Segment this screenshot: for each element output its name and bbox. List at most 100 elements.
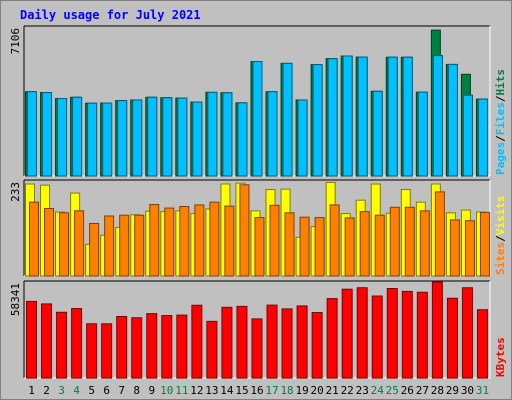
legend-hits: Hits [494,69,507,96]
bar-kbytes [161,315,173,379]
bar-sites [149,204,160,277]
bar-kbytes [371,295,383,379]
bar-sites [179,206,190,277]
bar-kbytes [146,313,158,379]
legend-kbytes: KBytes [494,337,507,377]
x-tick-label: 17 [265,384,278,397]
bar-sites [314,217,325,277]
x-tick-label: 26 [401,384,414,397]
panel-kbytes: 58341 KBytes [9,280,507,379]
bar-pages [462,94,473,177]
legend-separator: / [494,235,507,242]
bar-pages [252,61,263,177]
bar-kbytes [26,300,37,379]
bar-sites [329,204,340,277]
x-tick-label: 24 [371,384,385,397]
bar-pages [312,64,323,177]
bar-kbytes [296,305,308,379]
bar-kbytes [476,309,488,379]
bar-pages [477,98,488,177]
bar-sites [404,206,415,277]
bar-kbytes [386,287,398,379]
x-tick-label: 31 [476,384,489,397]
x-tick-label: 11 [175,384,188,397]
bar-pages [402,56,413,177]
x-tick-label: 18 [280,384,293,397]
bar-pages [417,91,428,177]
bar-kbytes [116,315,128,379]
bar-pages [132,99,143,177]
bar-sites [419,210,430,277]
bar-kbytes [131,317,143,379]
bar-sites [119,214,130,277]
panel-visits-sites: 233 Sites/Visits [9,179,507,277]
bar-sites [239,184,250,277]
bar-pages [447,63,458,177]
bar-pages [27,91,37,177]
bar-sites [284,212,295,277]
bar-sites [269,204,280,277]
x-tick-label: 2 [43,384,50,397]
bar-sites [359,211,370,277]
bar-kbytes [206,320,218,379]
bar-pages [267,91,278,177]
bar-sites [464,220,475,277]
bar-pages [87,102,98,177]
bar-pages [117,100,128,177]
bar-kbytes [401,290,413,379]
legend: Sites/Visits [494,196,507,276]
bar-kbytes [101,323,113,379]
bar-pages [207,91,218,177]
bar-sites [374,214,385,277]
bar-sites [74,210,85,277]
bar-kbytes [281,308,293,379]
y-max-label: 233 [9,182,22,202]
bar-sites [344,217,355,277]
bar-kbytes [251,318,263,379]
bar-kbytes [41,303,53,379]
bar-kbytes [266,304,278,379]
x-tick-label: 5 [88,384,95,397]
x-tick-label: 27 [416,384,429,397]
x-tick-label: 1 [28,384,35,397]
x-tick-label: 3 [58,384,65,397]
legend-visits: Visits [494,196,507,236]
x-tick-label: 22 [341,384,354,397]
bar-sites [254,217,265,277]
bar-sites [164,207,175,277]
bar-kbytes [86,323,98,379]
bar-sites [89,222,100,277]
bar-sites [104,215,115,277]
bar-sites [434,191,445,277]
bar-pages [387,56,398,177]
bar-pages [192,101,203,177]
bar-kbytes [446,297,458,379]
x-tick-label: 25 [386,384,399,397]
bar-pages [342,55,353,177]
bar-sites [134,214,145,277]
bar-kbytes [221,306,233,379]
bar-kbytes [431,281,443,379]
x-tick-label: 28 [431,384,444,397]
bar-pages [357,56,368,177]
bar-pages [102,102,113,177]
legend: Pages/Files/Hits [494,69,507,175]
legend: KBytes [494,337,507,377]
legend-pages: Pages [494,142,507,175]
bar-sites [29,201,39,277]
bar-sites [389,206,400,277]
bar-pages [372,90,383,177]
legend-sites: Sites [494,242,507,275]
x-tick-label: 20 [311,384,324,397]
bar-kbytes [461,287,473,379]
x-tick-label: 6 [103,384,110,397]
bar-kbytes [341,288,353,379]
x-axis-labels: 1 2 3 4 5 6 7 8 9 10 11 12 13 14 15 16 17 18 19 20 21 22 23 24 2… [28,384,489,397]
bar-pages [432,55,443,177]
y-max-label: 58341 [9,283,22,316]
bar-kbytes [71,308,83,379]
bar-kbytes [311,312,323,379]
bar-sites [299,216,310,277]
